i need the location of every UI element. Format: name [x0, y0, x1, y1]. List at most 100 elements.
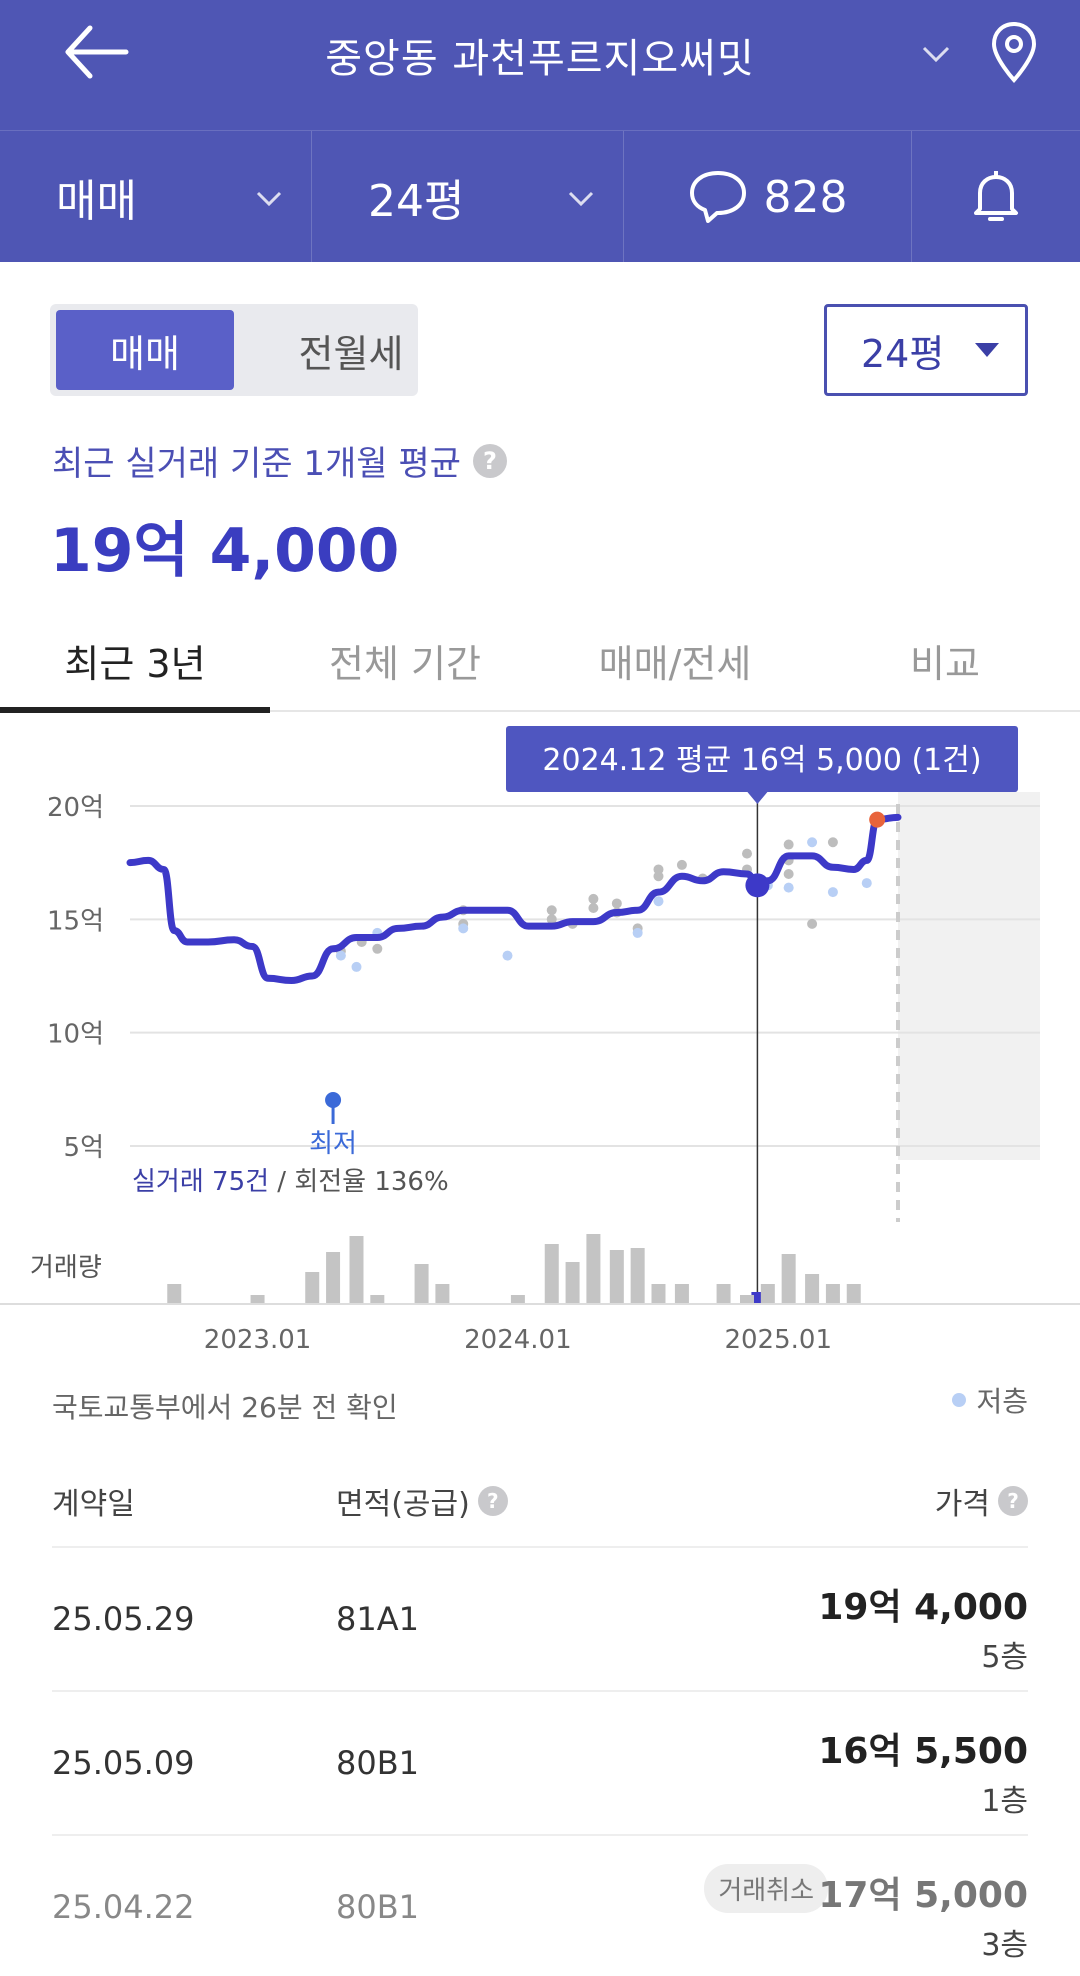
trades-count: 실거래 75건 [132, 1167, 277, 1197]
header-date: 계약일 [52, 1487, 135, 1522]
toggle-rent[interactable]: 전월세 [298, 331, 404, 376]
volume-bar [651, 1284, 666, 1304]
trade-point [588, 893, 599, 904]
map-pin-icon[interactable] [988, 20, 1040, 86]
row-area: 80B1 [336, 1744, 420, 1782]
header-price-label: 가격 [934, 1487, 990, 1522]
table-row[interactable]: 25.05.29 81A1 19억 4,000 5층 [52, 1548, 1028, 1692]
volume-bar [305, 1272, 320, 1304]
tab-recent-3y[interactable]: 최근 3년 [0, 610, 270, 713]
header-price: 가격 ? [935, 1479, 1028, 1523]
size-select-label: 24평 [861, 331, 945, 376]
average-price: 19억 4,000 [50, 516, 400, 586]
low-floor-point [351, 961, 362, 972]
arrow-left-icon[interactable] [60, 22, 132, 82]
size-select[interactable]: 24평 [824, 304, 1028, 396]
volume-bar [510, 1295, 525, 1304]
row-price: 17억 5,000 [818, 1875, 1028, 1916]
selected-point [745, 873, 770, 898]
row-area: 81A1 [336, 1600, 419, 1638]
volume-bar [716, 1284, 731, 1304]
trade-point [783, 869, 794, 879]
y-tick-label: 15억 [47, 906, 104, 936]
volume-bar [630, 1248, 645, 1304]
caret-down-icon [975, 343, 999, 357]
row-date: 25.05.09 [52, 1744, 195, 1782]
volume-bar [544, 1244, 559, 1304]
volume-bar [565, 1262, 580, 1304]
row-floor: 3층 [981, 1928, 1028, 1963]
row-price: 16억 5,500 [818, 1731, 1028, 1772]
header-area-label: 면적(공급) [336, 1487, 470, 1522]
table-header: 계약일 면적(공급) ? 가격 ? [52, 1456, 1028, 1548]
low-floor-point [807, 837, 818, 848]
volume-bar [825, 1284, 840, 1304]
tab-sale-jeonse[interactable]: 매매/전세 [598, 641, 752, 686]
volume-bar [846, 1284, 861, 1304]
tab-compare[interactable]: 비교 [910, 641, 980, 686]
trade-point [546, 914, 557, 925]
trade-type-dropdown[interactable]: 매매 [0, 131, 312, 263]
app-header: 중앙동 과천푸르지오써밋 매매 24평 828 [0, 0, 1080, 263]
legend-label: 저층 [976, 1385, 1028, 1418]
chevron-down-icon[interactable] [920, 38, 952, 70]
low-floor-point [632, 927, 643, 938]
table-row[interactable]: 25.05.09 80B1 16억 5,500 1층 [52, 1692, 1028, 1836]
speech-bubble-icon [689, 171, 746, 223]
alert-button[interactable] [912, 131, 1080, 263]
trades-summary: 실거래 75건 / 회전율 136% [132, 1167, 449, 1197]
row-price: 19억 4,000 [818, 1587, 1028, 1628]
price-chart[interactable]: 20억 15억 10억 5억 2024.12 평균 16억 5,000 (1건) 최저실거… [0, 712, 1080, 1372]
row-date: 25.04.22 [52, 1888, 195, 1926]
comments-button[interactable]: 828 [624, 131, 912, 263]
legend: 저층 [952, 1380, 1028, 1420]
tab-all-period[interactable]: 전체 기간 [329, 641, 481, 686]
trade-point [588, 903, 599, 913]
toggle-sale[interactable]: 매매 [56, 310, 234, 390]
low-floor-point [335, 950, 346, 961]
low-floor-point [653, 896, 664, 907]
tooltip-box [506, 726, 1018, 792]
tooltip-text: 2024.12 평균 16억 5,000 (1건) [542, 743, 981, 778]
future-zone [898, 792, 1040, 1160]
price-line [126, 813, 902, 985]
trade-point [742, 848, 753, 859]
period-tabs: 최근 3년 전체 기간 매매/전세 비교 [0, 610, 1080, 713]
average-label-text: 최근 실거래 기준 1개월 평균 [52, 444, 461, 484]
y-tick-label: 10억 [47, 1020, 104, 1050]
help-icon[interactable]: ? [472, 443, 507, 478]
table-row[interactable]: 25.04.22 80B1 거래취소 17억 5,000 3층 [52, 1836, 1028, 1976]
help-icon[interactable]: ? [477, 1486, 508, 1516]
cancelled-badge: 거래취소 [704, 1864, 828, 1913]
chevron-down-icon [568, 191, 594, 207]
tooltip-arrow [747, 792, 768, 804]
volume-bar [805, 1274, 820, 1304]
average-label: 최근 실거래 기준 1개월 평균 ? [52, 436, 507, 485]
row-floor: 5층 [981, 1640, 1028, 1675]
volume-bar [435, 1284, 450, 1304]
volume-bar [326, 1252, 341, 1304]
x-tick-label: 2023.01 [204, 1325, 312, 1355]
volume-bar [414, 1264, 429, 1304]
volume-bar [740, 1295, 755, 1304]
turnover-rate: / 회전율 136% [277, 1167, 448, 1197]
low-floor-point [783, 882, 794, 893]
trade-point [611, 898, 622, 909]
volume-bar [674, 1284, 689, 1304]
comment-count: 828 [763, 171, 848, 223]
volume-bar [586, 1234, 601, 1304]
trade-point [546, 905, 557, 916]
help-icon[interactable]: ? [998, 1486, 1028, 1516]
trade-type-label: 매매 [56, 176, 137, 227]
trade-point [827, 837, 838, 848]
trade-type-toggle: 매매 전월세 [50, 304, 418, 396]
row-floor: 1층 [981, 1784, 1028, 1819]
volume-label: 거래량 [30, 1253, 102, 1283]
page-title[interactable]: 중앙동 과천푸르지오써밋 [325, 36, 755, 82]
low-label: 최저 [309, 1129, 357, 1159]
row-area: 80B1 [336, 1888, 420, 1926]
trade-table: 계약일 면적(공급) ? 가격 ? 25.05.29 81A1 19억 4,00… [52, 1456, 1028, 1976]
size-dropdown[interactable]: 24평 [312, 131, 624, 263]
latest-point [869, 811, 886, 828]
title-row: 중앙동 과천푸르지오써밋 [0, 0, 1080, 130]
